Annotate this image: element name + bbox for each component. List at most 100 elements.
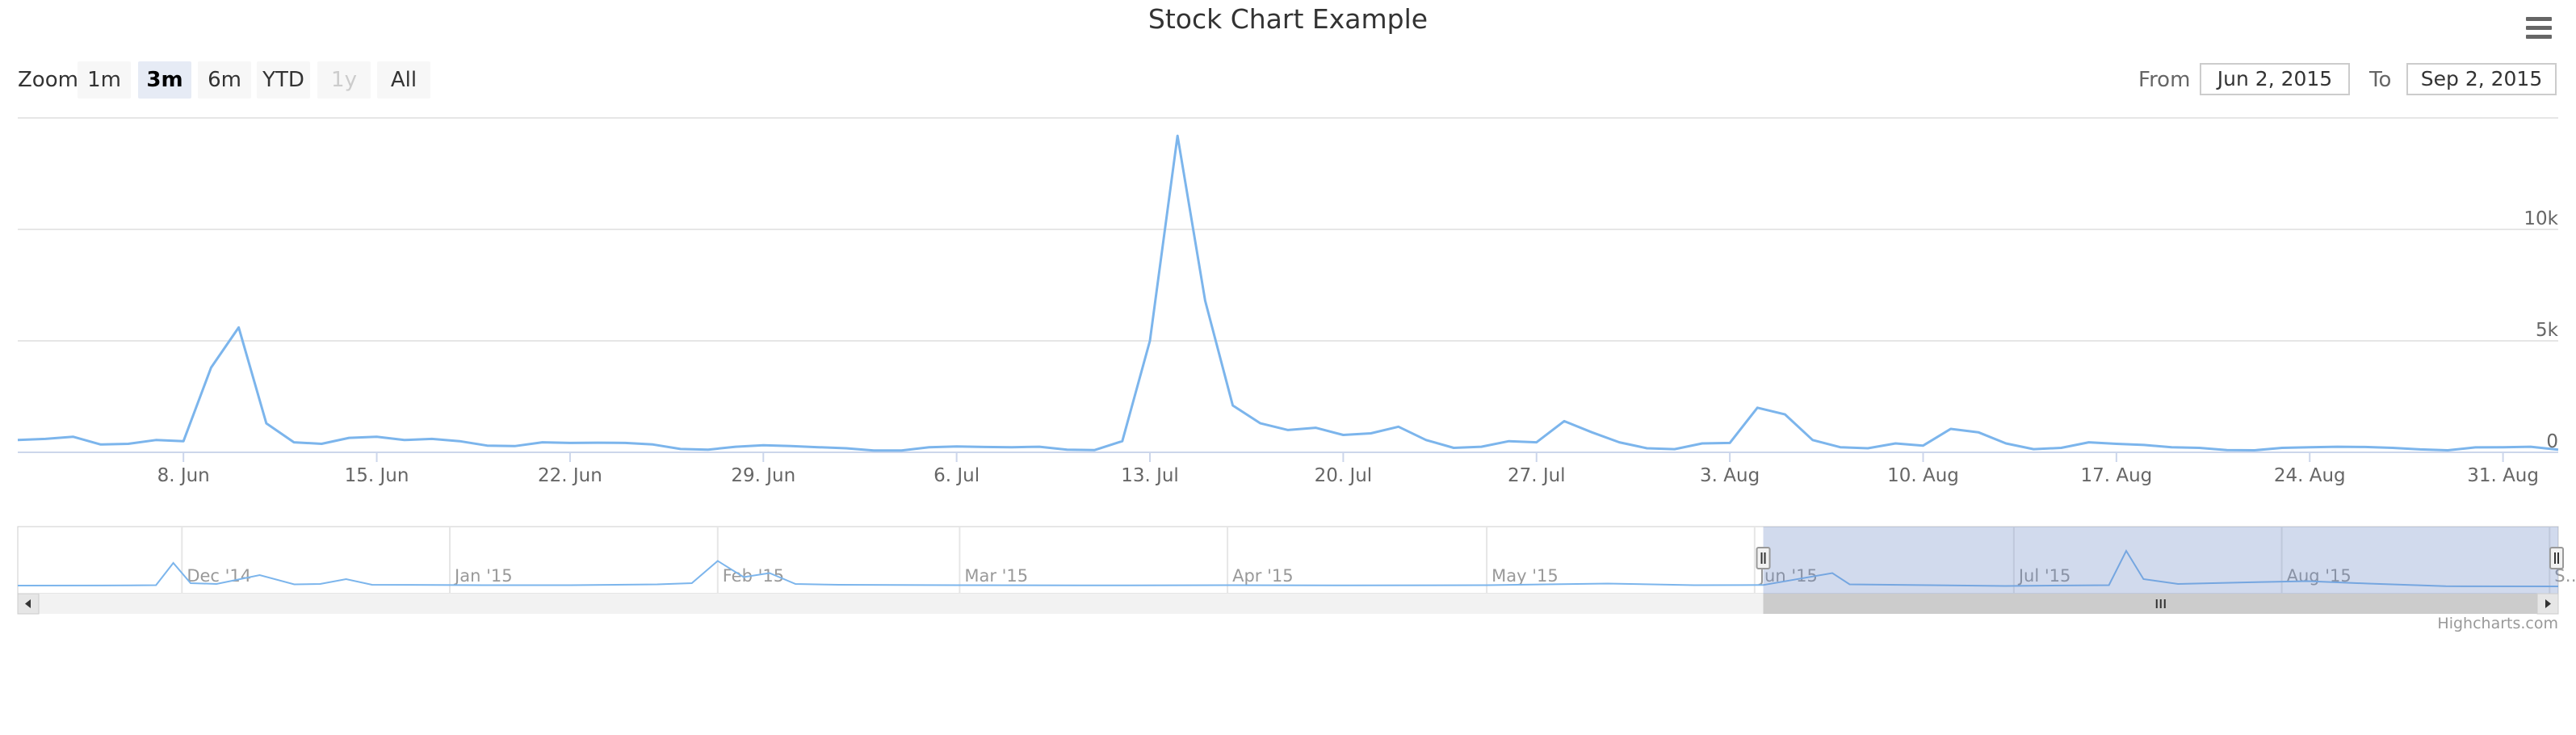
menu-icon-bar-middle xyxy=(2526,26,2552,30)
data-point xyxy=(2087,441,2091,444)
data-point xyxy=(458,439,461,443)
data-point xyxy=(485,444,489,447)
data-point xyxy=(1176,134,1179,137)
to-date-input[interactable]: Sep 2, 2015 xyxy=(2406,63,2557,95)
data-point xyxy=(734,445,737,448)
y-tick-label: 10k xyxy=(2524,208,2558,229)
data-point xyxy=(1341,433,1345,436)
data-point xyxy=(1452,446,1455,449)
data-point xyxy=(900,449,903,452)
x-tick-label: 24. Aug xyxy=(2274,465,2346,486)
data-point xyxy=(707,448,710,452)
data-point xyxy=(1922,444,1925,447)
navigator-month-label: Jul '15 xyxy=(2017,566,2071,586)
data-point xyxy=(1977,430,1980,434)
data-point xyxy=(1121,439,1124,443)
x-tick-label: 15. Jun xyxy=(345,465,409,486)
data-point xyxy=(1370,432,1373,435)
navigator-month-label: Mar '15 xyxy=(964,566,1028,586)
data-point xyxy=(2032,447,2035,451)
navigator-selection-mask xyxy=(1763,527,2558,594)
data-point xyxy=(1646,447,1649,450)
x-tick-label: 10. Aug xyxy=(1887,465,1959,486)
data-point xyxy=(652,443,655,446)
data-point xyxy=(927,446,930,449)
chart-title: Stock Chart Example xyxy=(1147,3,1429,35)
data-point xyxy=(2004,442,2008,445)
data-point xyxy=(2335,445,2339,448)
data-point xyxy=(1314,426,1317,430)
data-point xyxy=(541,441,544,444)
data-point xyxy=(789,444,792,447)
data-point xyxy=(182,439,185,443)
data-point xyxy=(347,436,350,439)
data-point xyxy=(1038,445,1041,448)
data-point xyxy=(2253,449,2256,452)
credits-link[interactable]: Highcharts.com xyxy=(2437,615,2558,632)
data-point xyxy=(292,441,296,444)
data-point xyxy=(2142,443,2146,447)
from-label: From xyxy=(2138,68,2191,92)
data-point xyxy=(1231,404,1235,407)
data-point xyxy=(1894,442,1897,445)
navigator-handle-right[interactable] xyxy=(2549,547,2564,569)
navigator-month-label: May '15 xyxy=(1491,566,1559,586)
data-point xyxy=(127,443,130,446)
zoom-button-ytd[interactable]: YTD xyxy=(257,61,310,99)
context-menu-button[interactable] xyxy=(2521,13,2557,45)
data-point xyxy=(2419,447,2422,451)
x-tick-label: 13. Jul xyxy=(1121,465,1179,486)
data-point xyxy=(1673,447,1676,451)
data-point xyxy=(403,439,406,442)
zoom-button-1m[interactable]: 1m xyxy=(78,61,131,99)
data-point xyxy=(1010,446,1013,449)
data-point xyxy=(1563,419,1566,422)
handle-grip[interactable] xyxy=(1756,547,1771,569)
data-point xyxy=(2308,446,2311,449)
navigator-background xyxy=(17,526,2559,594)
x-tick-label: 8. Jun xyxy=(157,465,210,486)
to-label: To xyxy=(2369,68,2392,92)
zoom-button-3m[interactable]: 3m xyxy=(138,61,191,99)
from-date-input[interactable]: Jun 2, 2015 xyxy=(2200,63,2350,95)
data-point xyxy=(2391,446,2394,449)
x-tick-label: 27. Jul xyxy=(1508,465,1566,486)
data-point xyxy=(1617,441,1621,444)
data-point xyxy=(596,441,599,444)
zoom-button-6m[interactable]: 6m xyxy=(198,61,251,99)
data-point xyxy=(1728,441,1731,444)
data-point xyxy=(1065,448,1068,452)
data-point xyxy=(679,447,682,451)
navigator-series-line xyxy=(17,548,2559,587)
data-point xyxy=(2502,446,2505,449)
navigator-handle-left[interactable] xyxy=(1756,547,1771,569)
arrow-right-icon xyxy=(2545,599,2551,608)
x-tick-label: 3. Aug xyxy=(1700,465,1760,486)
x-tick-label: 31. Aug xyxy=(2467,465,2539,486)
x-tick-label: 29. Jun xyxy=(731,465,795,486)
data-point xyxy=(1397,425,1400,428)
data-point xyxy=(320,443,323,446)
data-point xyxy=(983,445,986,448)
data-point xyxy=(872,449,875,452)
data-point xyxy=(1286,428,1290,431)
data-point xyxy=(1479,445,1483,448)
data-point xyxy=(2529,445,2532,448)
data-point xyxy=(16,439,19,442)
x-tick-label: 6. Jul xyxy=(933,465,980,486)
data-point xyxy=(1866,447,1869,450)
data-point xyxy=(209,366,212,369)
handle-grip[interactable] xyxy=(2549,547,2564,569)
navigator-month-label: Apr '15 xyxy=(1232,566,1294,586)
x-tick-label: 20. Jul xyxy=(1315,465,1373,486)
data-point xyxy=(1148,339,1152,342)
menu-icon-bar-bottom xyxy=(2526,35,2552,39)
x-tick-label: 22. Jun xyxy=(538,465,602,486)
data-point xyxy=(1259,422,1262,425)
y-tick-label: 0 xyxy=(2546,431,2558,452)
zoom-label: Zoom xyxy=(18,68,78,92)
navigator-month-label: Jan '15 xyxy=(453,566,513,586)
zoom-button-all[interactable]: All xyxy=(377,61,430,99)
data-point xyxy=(2226,448,2229,452)
